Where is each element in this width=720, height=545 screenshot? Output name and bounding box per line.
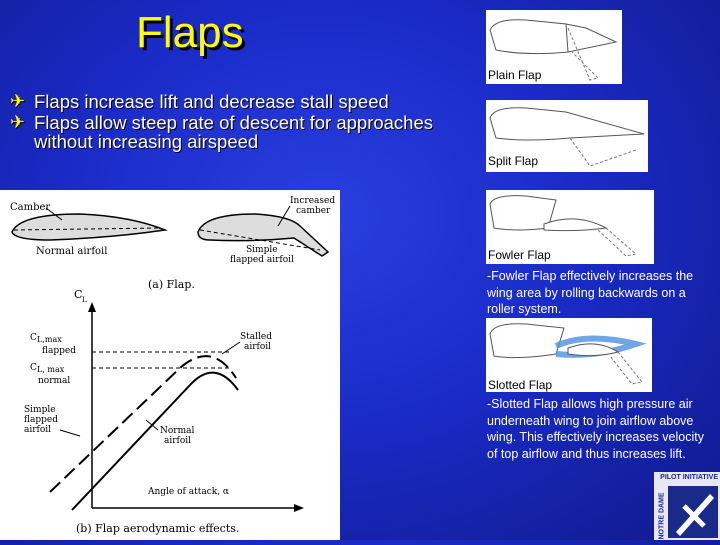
flapped-airfoil-shape bbox=[197, 213, 330, 257]
bullet-item: ✈ Flaps increase lift and decrease stall… bbox=[10, 91, 480, 112]
simple-label: Simple bbox=[246, 245, 278, 255]
normal-airfoil-label: Normal airfoil bbox=[36, 246, 107, 257]
fowler-flap-panel: Fowler Flap bbox=[486, 190, 654, 264]
caption-a: (a) Flap. bbox=[148, 278, 195, 291]
camber-label-2: camber bbox=[296, 206, 331, 216]
split-flap-diagram bbox=[489, 107, 645, 167]
split-flap-caption: Split Flap bbox=[488, 154, 539, 168]
flap-diagram: Camber Normal airfoil Increased camber S… bbox=[10, 196, 335, 535]
split-flap-panel: Split Flap bbox=[486, 100, 648, 172]
normal-airfoil-curve-label: Normal bbox=[160, 426, 194, 436]
airplane-icon: ✈ bbox=[10, 112, 26, 132]
notre-dame-logo: PILOT INITIATIVE NOTRE DAME bbox=[654, 472, 720, 540]
cl-axis-label: C bbox=[74, 288, 82, 301]
bullet-text: Flaps allow steep rate of descent for ap… bbox=[34, 112, 434, 152]
fowler-flap-note: -Fowler Flap effectively increases the w… bbox=[487, 269, 694, 316]
logo-text-top: PILOT INITIATIVE bbox=[660, 474, 718, 481]
slotted-flap-diagram bbox=[489, 323, 647, 385]
flap-figure: Camber Normal airfoil Increased camber S… bbox=[0, 190, 340, 540]
stalled-label-2: airfoil bbox=[244, 342, 271, 352]
logo-emblem bbox=[668, 486, 718, 538]
fowler-flap-diagram bbox=[489, 195, 638, 257]
simple-flapped-label: Simple bbox=[24, 405, 56, 415]
slotted-flap-caption: Slotted Flap bbox=[488, 378, 553, 392]
caption-b: (b) Flap aerodynamic effects. bbox=[76, 522, 239, 535]
flapped-curve bbox=[49, 355, 237, 493]
plain-flap-diagram bbox=[489, 19, 618, 81]
clmax-flapped-c: C bbox=[30, 333, 37, 343]
plain-flap-caption: Plain Flap bbox=[488, 68, 542, 82]
clmax-flapped-text: flapped bbox=[42, 346, 76, 356]
clmax-flapped-sub: L,max bbox=[37, 335, 62, 344]
clmax-normal-sub: L, max bbox=[37, 365, 65, 374]
normal-curve bbox=[71, 371, 239, 511]
logo-text-side: NOTRE DAME bbox=[658, 492, 666, 540]
fowler-flap-caption: Fowler Flap bbox=[488, 248, 551, 262]
camber-label: Camber bbox=[10, 202, 50, 213]
normal-airfoil-shape bbox=[11, 213, 168, 241]
simple-flapped-label-3: airfoil bbox=[24, 425, 51, 435]
aoa-label: Angle of attack, α bbox=[147, 487, 229, 497]
increased-label: Increased bbox=[290, 196, 335, 206]
slotted-flap-note: -Slotted Flap allows high pressure air u… bbox=[487, 397, 704, 461]
stalled-label: Stalled bbox=[240, 332, 272, 342]
clmax-normal-c: C bbox=[30, 363, 37, 373]
bullet-item: ✈ Flaps allow steep rate of descent for … bbox=[10, 112, 480, 152]
slotted-flap-panel: Slotted Flap bbox=[486, 318, 652, 392]
bullet-list: ✈ Flaps increase lift and decrease stall… bbox=[10, 92, 480, 153]
airplane-icon: ✈ bbox=[10, 91, 26, 111]
slide-title: Flaps bbox=[136, 8, 244, 57]
clmax-normal-text: normal bbox=[38, 376, 70, 386]
simple-flapped-label-2: flapped bbox=[24, 415, 58, 425]
flapped-airfoil-label: flapped airfoil bbox=[230, 255, 294, 265]
normal-airfoil-curve-label-2: airfoil bbox=[164, 436, 191, 446]
plain-flap-panel: Plain Flap bbox=[486, 10, 622, 84]
cl-axis-sub: L bbox=[82, 296, 87, 304]
bullet-text: Flaps increase lift and decrease stall s… bbox=[34, 91, 389, 112]
